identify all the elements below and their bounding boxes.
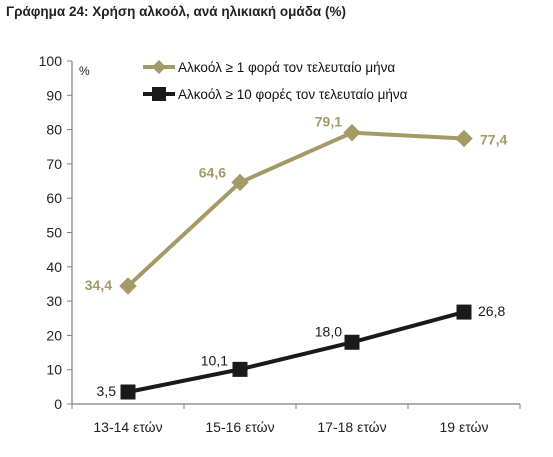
data-point-marker (343, 123, 361, 142)
y-tick-label: 0 (54, 396, 62, 412)
data-point-marker (344, 334, 360, 350)
y-tick-label: 70 (46, 156, 62, 172)
legend-item-1: Αλκοόλ ≥ 1 φορά τον τελευταίο μήνα (143, 60, 395, 75)
data-point-marker (231, 173, 249, 192)
legend-marker (152, 60, 166, 74)
y-axis-unit-label: % (79, 64, 90, 78)
axes (67, 60, 521, 409)
y-tick-label: 60 (46, 190, 62, 206)
legend-item-2: Αλκοόλ ≥ 10 φορές τον τελευταίο μήνα (143, 87, 408, 102)
x-tick-label: 19 ετών (440, 419, 489, 435)
data-label: 26,8 (478, 303, 505, 319)
data-label: 18,0 (315, 323, 342, 339)
data-label: 77,4 (480, 132, 507, 148)
legend-label: Αλκοόλ ≥ 1 φορά τον τελευταίο μήνα (178, 60, 395, 75)
data-label: 3,5 (97, 383, 117, 399)
data-label: 64,6 (199, 164, 226, 180)
series-1: 34,4 64,6 79,1 77,4 (85, 114, 507, 295)
legend-marker (152, 87, 166, 101)
y-tick-labels: 0 10 20 30 40 50 60 70 80 90 100 (39, 53, 63, 412)
y-tick-label: 10 (46, 362, 62, 378)
x-tick-label: 13-14 ετών (93, 419, 162, 435)
series-layer: 34,4 64,6 79,1 77,4 3,5 10,1 18,0 26,8 (85, 114, 507, 400)
x-tick-label: 17-18 ετών (317, 419, 386, 435)
y-tick-label: 30 (46, 293, 62, 309)
y-tick-label: 90 (46, 87, 62, 103)
data-point-marker (455, 129, 473, 148)
x-tick-labels: 13-14 ετών 15-16 ετών 17-18 ετών 19 ετών (93, 419, 488, 435)
y-tick-label: 20 (46, 327, 62, 343)
legend-label: Αλκοόλ ≥ 10 φορές τον τελευταίο μήνα (178, 87, 408, 102)
y-tick-label: 80 (46, 122, 62, 138)
series-line (127, 310, 465, 394)
y-tick-label: 100 (39, 53, 63, 69)
data-label: 34,4 (85, 277, 112, 293)
series-line (126, 130, 465, 288)
legend: Αλκοόλ ≥ 1 φορά τον τελευταίο μήνα Αλκοόλ… (143, 60, 408, 102)
data-label: 79,1 (315, 114, 342, 130)
data-point-marker (232, 361, 248, 377)
data-point-marker (119, 277, 137, 295)
chart-title: Γράφημα 24: Χρήση αλκοόλ, ανά ηλικιακή ο… (6, 4, 346, 19)
data-point-marker (456, 304, 472, 320)
series-2: 3,5 10,1 18,0 26,8 (97, 303, 505, 400)
x-tick-label: 15-16 ετών (205, 419, 274, 435)
data-label: 10,1 (201, 352, 228, 368)
y-tick-label: 40 (46, 259, 62, 275)
y-tick-label: 50 (46, 225, 62, 241)
data-point-marker (120, 384, 136, 400)
